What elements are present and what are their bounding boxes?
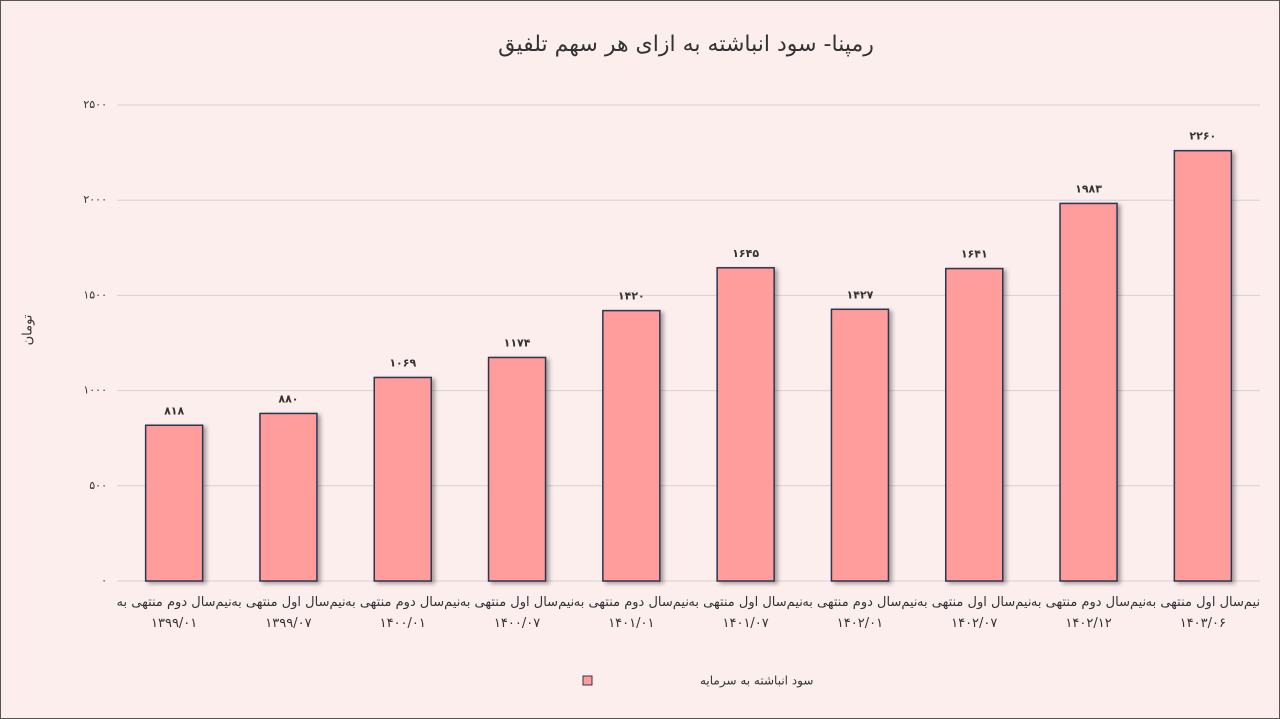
- y-tick-label: ۵۰۰: [89, 479, 107, 492]
- data-label: ۱۶۴۵: [732, 247, 759, 260]
- x-tick-label: نیم‌سال اول منتهی به ۱۴۰۰/۰۷: [459, 595, 575, 631]
- x-tick-label: نیم‌سال اول منتهی به ۱۴۰۲/۰۷: [917, 595, 1032, 631]
- y-axis-label: تومان: [21, 314, 36, 345]
- data-label: ۸۸۰: [278, 392, 298, 405]
- data-label: ۲۲۶۰: [1189, 130, 1216, 143]
- chart-title: رمپنا- سود انباشته به ازای هر سهم تلفیق: [498, 32, 874, 57]
- data-label: ۱۴۲۷: [847, 288, 874, 301]
- data-label: ۱۰۶۹: [389, 356, 416, 369]
- bar: [716, 267, 775, 582]
- x-tick-label: نیم‌سال اول منتهی به ۱۴۰۳/۰۶: [1145, 595, 1261, 631]
- data-label: ۸۱۸: [164, 404, 184, 417]
- y-tick-label: ۱۵۰۰: [83, 288, 107, 301]
- x-tick-label: نیم‌سال دوم منتهی به ۱۳۹۹/۰۱: [116, 595, 232, 631]
- y-tick-label: ۲۰۰۰: [83, 193, 107, 206]
- y-tick-label: ۰: [101, 574, 107, 587]
- bar: [1059, 202, 1118, 582]
- data-label: ۱۶۴۱: [961, 248, 988, 261]
- data-label: ۱۴۲۰: [618, 290, 645, 303]
- x-tick-label: نیم‌سال دوم منتهی به ۱۴۰۲/۱۲: [1030, 595, 1147, 631]
- bar: [602, 309, 661, 582]
- bar: [830, 308, 890, 582]
- bar: [945, 267, 1004, 582]
- bar: [487, 356, 547, 582]
- x-tick-label: نیم‌سال دوم منتهی به ۱۴۰۱/۰۱: [573, 595, 689, 631]
- x-tick-label: نیم‌سال اول منتهی به ۱۴۰۱/۰۷: [688, 595, 803, 631]
- y-tick-label: ۲۵۰۰: [83, 98, 107, 111]
- y-tick-label: ۱۰۰۰: [83, 384, 107, 397]
- legend-label: سود انباشته به سرمایه: [700, 674, 813, 689]
- data-label: ۱۹۸۳: [1075, 182, 1102, 195]
- x-tick-label: نیم‌سال دوم منتهی به ۱۴۰۲/۰۱: [802, 595, 918, 631]
- x-tick-label: نیم‌سال دوم منتهی به ۱۴۰۰/۰۱: [345, 595, 461, 631]
- bar: [144, 424, 204, 582]
- x-tick-label: نیم‌سال اول منتهی به ۱۳۹۹/۰۷: [231, 595, 346, 631]
- data-label: ۱۱۷۴: [504, 336, 531, 349]
- bar: [373, 376, 432, 582]
- bar: [259, 412, 318, 582]
- legend-swatch: [582, 675, 593, 686]
- bar: [1173, 149, 1233, 582]
